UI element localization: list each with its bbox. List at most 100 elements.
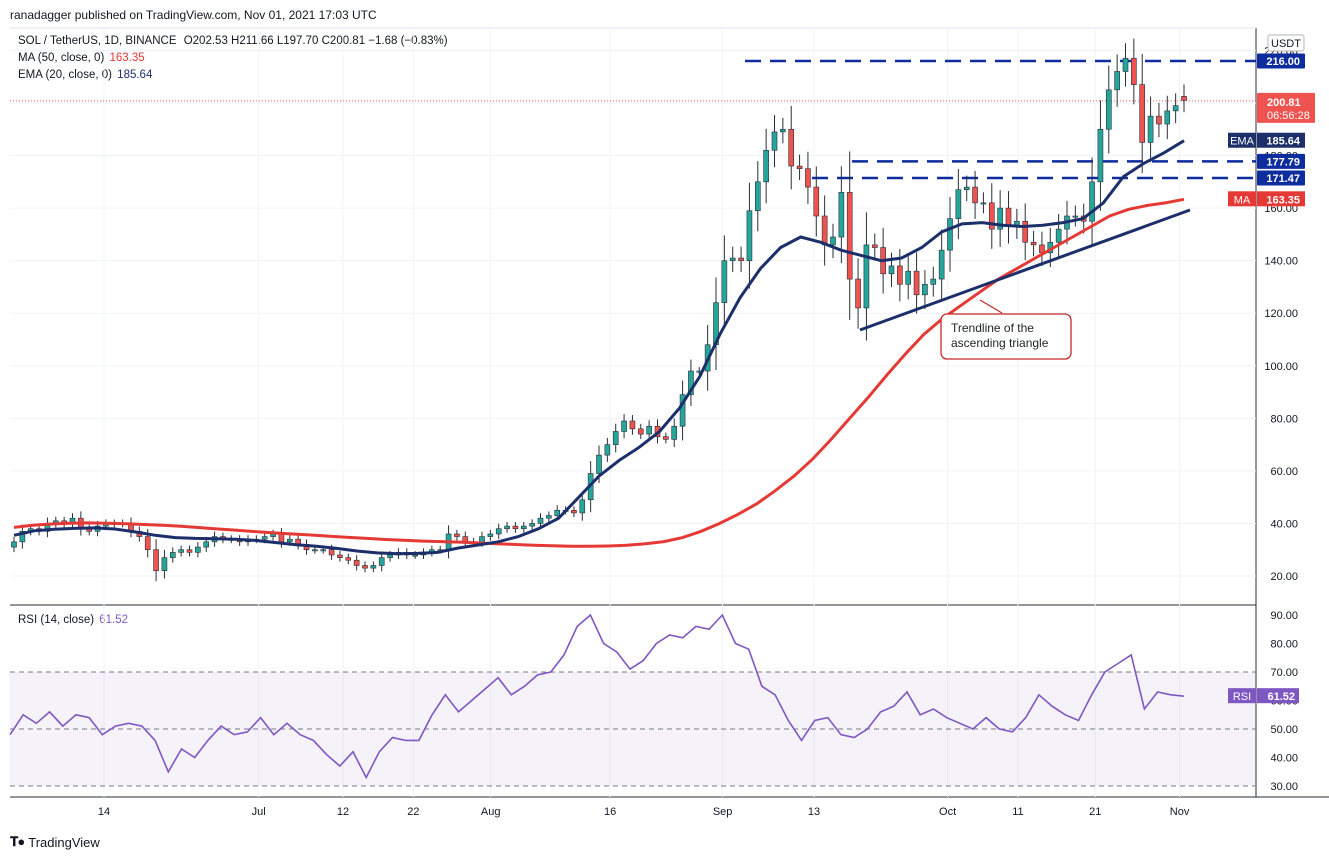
candle-body xyxy=(337,554,343,558)
time-tick-label: 12 xyxy=(337,806,349,818)
ema-badge-tag-text: EMA xyxy=(1230,136,1255,148)
candle-body xyxy=(454,533,460,537)
level-badge: 216.00 xyxy=(1257,53,1305,69)
rsi-legend-label: RSI (14, close) xyxy=(18,614,95,626)
candle-body xyxy=(821,215,828,246)
candle-body xyxy=(178,549,184,553)
candle-body xyxy=(1139,84,1146,143)
countdown-text: 06:56:28 xyxy=(1267,110,1310,122)
candle-body xyxy=(546,515,552,519)
candle-body xyxy=(888,265,895,275)
rsi-legend: RSI (14, close) 61.52 xyxy=(18,614,128,626)
ema-badge-value-box xyxy=(1257,132,1305,148)
rsi-badge-tag-text: RSI xyxy=(1233,691,1251,703)
current-price-text: 200.81 xyxy=(1267,97,1301,109)
price-tick-label: 120.00 xyxy=(1264,308,1298,320)
ma-badge: MA 163.35 xyxy=(1228,191,1305,207)
candle-body xyxy=(412,554,418,557)
candle-body xyxy=(671,425,678,440)
ema-legend-value: 185.64 xyxy=(117,69,153,81)
rsi-badge-value-box xyxy=(1257,688,1299,704)
candle-body xyxy=(19,531,26,543)
candle-body xyxy=(905,270,912,285)
candle-body xyxy=(629,420,636,430)
level-badge: 177.79 xyxy=(1257,153,1305,169)
ma-legend-value: 163.35 xyxy=(109,52,145,64)
candle-body xyxy=(596,454,602,474)
rsi-badge-tag xyxy=(1228,688,1256,704)
ema-legend: EMA (20, close, 0) 185.64 xyxy=(18,69,152,81)
candle-body xyxy=(947,218,953,251)
price-tick-label: 20.00 xyxy=(1270,571,1298,583)
candle-body xyxy=(537,517,544,524)
candle-body xyxy=(520,525,527,529)
time-axis-labels: 14 Jul 12 22 Aug 16 Sep 13 Oct 11 21 Nov xyxy=(98,806,1190,818)
usdt-button[interactable]: USDT xyxy=(1267,34,1305,52)
candle-body xyxy=(1105,89,1112,130)
candle-body xyxy=(612,431,619,445)
candle-body xyxy=(504,525,510,529)
rsi-badge: RSI 61.52 xyxy=(1228,688,1299,704)
level-badge-text: 177.79 xyxy=(1266,156,1300,168)
candle-body xyxy=(688,370,694,395)
symbol-legend: SOL / TetherUS, 1D, BINANCE O202.53 H211… xyxy=(18,35,448,47)
ma-badge-tag xyxy=(1228,191,1256,207)
time-tick-label: Sep xyxy=(713,806,733,818)
candle-body xyxy=(286,538,293,543)
candle-body xyxy=(663,436,669,440)
candle-body xyxy=(328,549,335,556)
time-tick-label: 13 xyxy=(808,806,820,818)
candle-body xyxy=(930,278,937,285)
price-tick-label: 40.00 xyxy=(1270,518,1298,530)
rsi-legend-value: 61.52 xyxy=(99,614,129,626)
candle-body xyxy=(805,168,811,188)
candle-body xyxy=(1030,241,1037,246)
candle-body xyxy=(679,394,686,427)
footer-brand[interactable]: 𝐓● TradingView xyxy=(10,834,100,850)
candle-body xyxy=(938,249,945,280)
candle-body xyxy=(387,554,393,558)
rsi-tick-label: 70.00 xyxy=(1270,667,1298,679)
candle-body xyxy=(1005,207,1012,227)
published-by: ranadagger published on TradingView.com,… xyxy=(10,8,377,22)
time-tick-label: Nov xyxy=(1170,806,1190,818)
candle-body xyxy=(345,557,352,561)
candle-body xyxy=(913,270,920,296)
footer-brand-label: TradingView xyxy=(28,834,100,850)
candle-body xyxy=(1147,115,1154,143)
candle-body xyxy=(495,528,502,535)
candle-body xyxy=(871,244,878,248)
annotation-text-line2: ascending triangle xyxy=(951,336,1049,350)
annotation-text-line1: Trendline of the xyxy=(951,321,1034,335)
usdt-button-label[interactable]: USDT xyxy=(1271,38,1301,50)
ema-line xyxy=(13,139,1185,556)
candle-body xyxy=(261,536,268,540)
candles xyxy=(11,38,1187,582)
rsi-tick-label: 30.00 xyxy=(1270,781,1298,793)
candle-body xyxy=(922,284,928,296)
ema-legend-label: EMA (20, close, 0) xyxy=(18,69,112,81)
candle-body xyxy=(320,549,327,552)
candle-body xyxy=(278,533,285,543)
candle-body xyxy=(754,181,761,212)
ascending-trendline xyxy=(859,208,1191,332)
ma-badge-tag-text: MA xyxy=(1234,194,1251,206)
candle-body xyxy=(479,536,485,543)
rsi-badge-value-text: 61.52 xyxy=(1267,691,1295,703)
candle-body xyxy=(1172,105,1179,112)
symbol-name: SOL / TetherUS, 1D, BINANCE xyxy=(18,35,177,47)
ma-line xyxy=(13,197,1185,548)
candle-body xyxy=(863,244,870,309)
candle-body xyxy=(813,186,820,217)
level-badge-text: 216.00 xyxy=(1266,56,1300,68)
ma-legend: MA (50, close, 0) 163.35 xyxy=(18,52,145,64)
price-tick-label: 60.00 xyxy=(1270,466,1298,478)
candle-body xyxy=(370,565,377,569)
candle-body xyxy=(980,202,987,205)
candle-body xyxy=(855,278,861,309)
time-tick-label: 16 xyxy=(604,806,616,818)
annotation-pointer xyxy=(979,299,1003,314)
